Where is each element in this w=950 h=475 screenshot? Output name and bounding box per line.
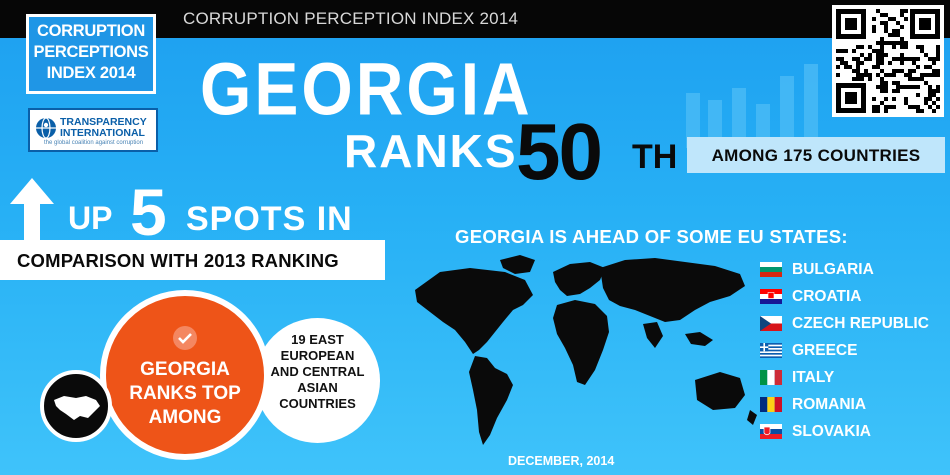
region-line-5: COUNTRIES [279,396,356,411]
cpi-badge: CORRUPTION PERCEPTIONS INDEX 2014 [26,14,156,94]
comparison-banner: COMPARISON WITH 2013 RANKING [0,240,385,280]
eu-country-name: BULGARIA [792,261,874,278]
region-line-3: AND CENTRAL [270,364,365,379]
decorative-bar [686,93,700,148]
eu-country-name: CROATIA [792,288,862,305]
country-headline: GEORGIA [200,47,533,131]
eu-country-name: CZECH REPUBLIC [792,315,929,332]
among-countries-text: AMONG 175 COUNTRIES [711,146,921,165]
greece-flag-icon [760,343,782,358]
eu-country-name: ITALY [792,369,835,386]
decorative-bar [732,88,746,148]
up-label: UP [68,200,113,236]
eu-country-name: ROMANIA [792,396,867,413]
czech-flag-icon [760,316,782,331]
spots-label: SPOTS IN [186,200,353,238]
italy-flag-icon [760,370,782,385]
bulgaria-flag-icon [760,262,782,277]
header-title: CORRUPTION PERCEPTION INDEX 2014 [183,9,519,28]
ranks-label: RANKS [344,125,518,177]
check-icon [173,326,197,350]
globe-icon [36,117,56,139]
comparison-text: COMPARISON WITH 2013 RANKING [17,250,339,271]
rank-number: 50 [516,107,603,196]
ti-name-line-2: INTERNATIONAL [60,127,145,139]
georgia-map-icon [54,396,100,420]
croatia-flag-icon [760,289,782,304]
ranks-top-text: GEORGIA RANKS TOP AMONG [106,358,264,430]
ti-name-line-1: TRANSPARENCY [60,116,147,128]
region-line-2: EUROPEAN [280,348,355,363]
world-map-icon [415,255,757,445]
decorative-bar [804,64,818,148]
cpi-line-1: CORRUPTION [37,22,145,40]
slovakia-flag-icon [760,424,782,439]
region-line-1: 19 EAST [291,332,344,347]
region-text: 19 EAST EUROPEAN AND CENTRAL ASIAN COUNT… [255,332,380,412]
ranks-top-line-2: RANKS TOP [129,383,241,404]
qr-code-icon [832,5,944,117]
region-circle: 19 EAST EUROPEAN AND CENTRAL ASIAN COUNT… [255,318,380,443]
georgia-map-badge [40,370,112,442]
decorative-bar [780,76,794,148]
eu-heading: GEORGIA IS AHEAD OF SOME EU STATES: [455,226,848,247]
ranks-top-line-3: AMONG [148,407,222,428]
eu-country-name: SLOVAKIA [792,423,871,440]
among-countries-banner: AMONG 175 COUNTRIES [687,137,945,173]
footer-date: DECEMBER, 2014 [508,454,615,468]
decorative-bars [680,58,840,148]
transparency-international-logo: TRANSPARENCY INTERNATIONAL the global co… [28,108,158,152]
top-bar: CORRUPTION PERCEPTION INDEX 2014 [0,0,950,38]
cpi-line-2: PERCEPTIONS [33,43,149,61]
ranks-top-line-1: GEORGIA [140,359,230,380]
romania-flag-icon [760,397,782,412]
spots-number: 5 [130,175,167,249]
ranks-top-circle: GEORGIA RANKS TOP AMONG [100,290,270,460]
up-arrow-icon [10,178,54,248]
region-line-4: ASIAN [297,380,338,395]
eu-country-name: GREECE [792,342,858,359]
cpi-line-3: INDEX 2014 [46,64,136,82]
rank-suffix: TH [632,138,678,176]
decorative-bar [708,100,722,148]
ti-tagline: the global coalition against corruption [44,140,144,146]
